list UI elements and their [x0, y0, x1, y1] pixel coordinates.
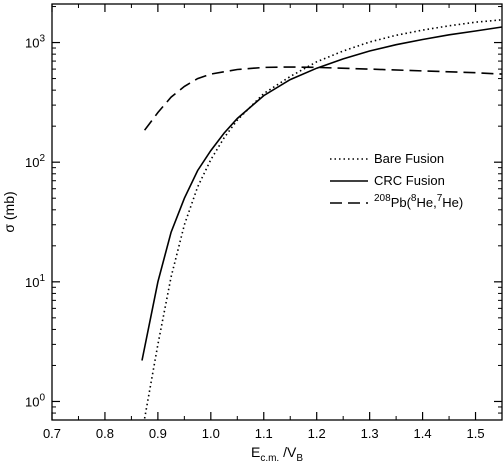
y-tick-exponent: 1: [39, 273, 45, 284]
legend-label: Bare Fusion: [374, 151, 444, 166]
y-tick-base: 10: [25, 394, 39, 409]
x-tick-label: 0.7: [43, 426, 61, 441]
y-tick-exponent: 3: [39, 34, 45, 45]
y-tick-exponent: 0: [39, 392, 45, 403]
series-line-dashed: [143, 66, 503, 131]
legend: Bare Fusion CRC Fusion 208Pb(8He,7He): [330, 151, 463, 210]
y-tick-label: 101: [25, 273, 45, 290]
x-tick-label: 1.5: [466, 426, 484, 441]
x-tick-label: 1.2: [308, 426, 326, 441]
x-tick-label: 0.8: [96, 426, 114, 441]
x-tick-label: 1.4: [414, 426, 432, 441]
plot-frame: [51, 3, 503, 421]
plot-area: [141, 19, 503, 419]
x-axis-title: Ec.m. /VB: [251, 444, 303, 464]
y-tick-label: 103: [25, 34, 45, 51]
legend-label: 208Pb(8He,7He): [374, 193, 463, 210]
y-tick-base: 10: [25, 36, 39, 51]
x-axis-ticks: 0.7 0.8 0.9 1.0 1.1 1.2 1.3 1.4 1.5: [43, 4, 485, 441]
series-line-solid: [141, 26, 503, 361]
y-axis-title: σ (mb): [1, 191, 17, 232]
y-tick-exponent: 2: [39, 153, 45, 164]
y-tick-base: 10: [25, 275, 39, 290]
x-tick-label: 0.9: [149, 426, 167, 441]
x-tick-label: 1.0: [202, 426, 220, 441]
legend-label: CRC Fusion: [374, 173, 445, 188]
x-tick-label: 1.3: [361, 426, 379, 441]
x-tick-label: 1.1: [255, 426, 273, 441]
y-tick-label: 102: [25, 153, 45, 170]
series-line-dotted: [143, 19, 503, 419]
y-tick-base: 10: [25, 155, 39, 170]
y-tick-label: 100: [25, 392, 45, 409]
